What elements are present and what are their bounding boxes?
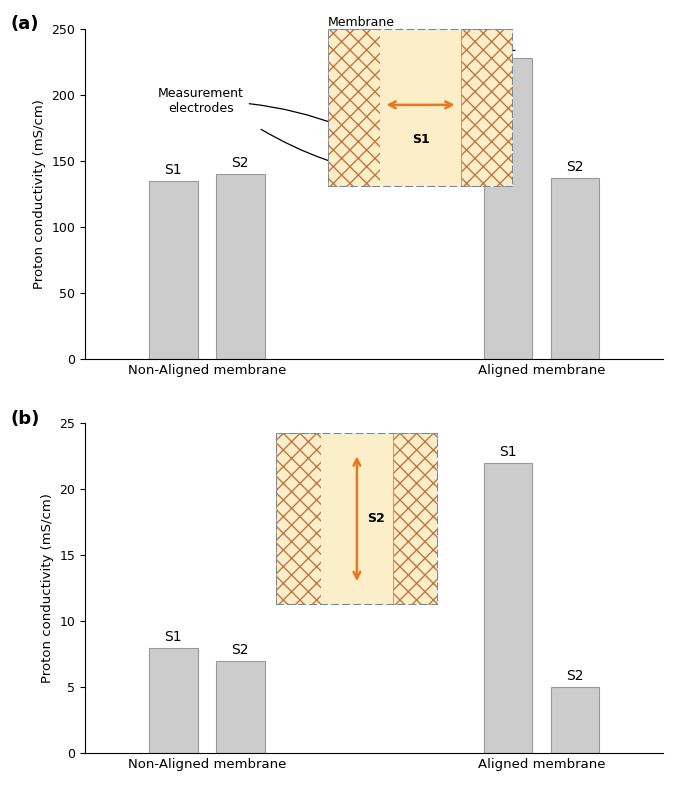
Text: S1: S1 (165, 630, 182, 644)
Bar (216, 174, 265, 359)
Text: S2: S2 (566, 669, 584, 683)
Bar (551, 178, 600, 359)
Text: Membrane: Membrane (328, 16, 428, 36)
Bar (216, 661, 265, 753)
Text: S1: S1 (499, 444, 517, 459)
Bar (483, 58, 532, 359)
Y-axis label: Proton conductivity (mS/cm): Proton conductivity (mS/cm) (41, 493, 54, 683)
Text: (a): (a) (10, 16, 39, 33)
Text: S2: S2 (232, 156, 249, 170)
Text: Measurement
electrodes: Measurement electrodes (158, 87, 341, 127)
Bar (551, 687, 600, 753)
Text: (b): (b) (10, 410, 39, 428)
Text: S1: S1 (499, 40, 517, 54)
Bar (149, 180, 198, 359)
Y-axis label: Proton conductivity (mS/cm): Proton conductivity (mS/cm) (33, 99, 46, 289)
Bar (149, 648, 198, 753)
Text: S2: S2 (232, 643, 249, 657)
Text: S1: S1 (165, 163, 182, 177)
Text: S2: S2 (566, 160, 584, 174)
Bar (483, 463, 532, 753)
